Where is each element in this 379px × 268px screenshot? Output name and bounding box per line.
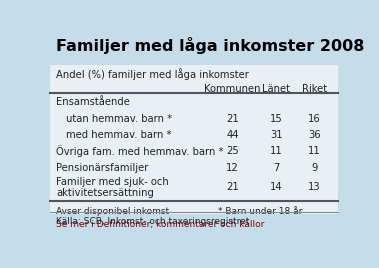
Text: 9: 9 [312, 162, 318, 173]
Text: Se mer i Definitioner, kommentarer och källor: Se mer i Definitioner, kommentarer och k… [56, 220, 265, 229]
Text: 11: 11 [308, 146, 321, 157]
Text: Kommunen: Kommunen [204, 84, 261, 94]
Text: 14: 14 [270, 183, 283, 192]
Text: Avser disponibel inkomst: Avser disponibel inkomst [56, 207, 169, 216]
Text: 31: 31 [270, 130, 283, 140]
Text: Familjer med låga inkomster 2008: Familjer med låga inkomster 2008 [56, 37, 365, 54]
Text: 21: 21 [226, 114, 239, 124]
Text: 25: 25 [226, 146, 239, 157]
Text: Ensamstående: Ensamstående [56, 97, 130, 107]
Text: 7: 7 [273, 162, 280, 173]
Text: med hemmav. barn *: med hemmav. barn * [66, 130, 172, 140]
Text: Länet: Länet [263, 84, 290, 94]
Text: utan hemmav. barn *: utan hemmav. barn * [66, 114, 172, 124]
Text: aktivitetsersättning: aktivitetsersättning [56, 188, 154, 198]
Text: Källa: SCB, Inkomst- och taxeringsregistret: Källa: SCB, Inkomst- och taxeringsregist… [56, 217, 249, 226]
Text: Riket: Riket [302, 84, 327, 94]
Text: Andel (%) familjer med låga inkomster: Andel (%) familjer med låga inkomster [56, 68, 249, 80]
Text: Övriga fam. med hemmav. barn *: Övriga fam. med hemmav. barn * [56, 146, 224, 157]
Text: 13: 13 [309, 183, 321, 192]
Text: 15: 15 [270, 114, 283, 124]
Text: 11: 11 [270, 146, 283, 157]
Text: Familjer med sjuk- och: Familjer med sjuk- och [56, 177, 169, 187]
FancyBboxPatch shape [47, 32, 341, 65]
Text: 21: 21 [226, 183, 239, 192]
Text: 44: 44 [226, 130, 239, 140]
Text: Pensionärsfamiljer: Pensionärsfamiljer [56, 162, 149, 173]
FancyBboxPatch shape [50, 201, 338, 214]
Text: 36: 36 [309, 130, 321, 140]
Text: 16: 16 [308, 114, 321, 124]
Text: 12: 12 [226, 162, 239, 173]
FancyBboxPatch shape [50, 65, 338, 214]
Text: * Barn under 18 år: * Barn under 18 år [218, 207, 302, 216]
